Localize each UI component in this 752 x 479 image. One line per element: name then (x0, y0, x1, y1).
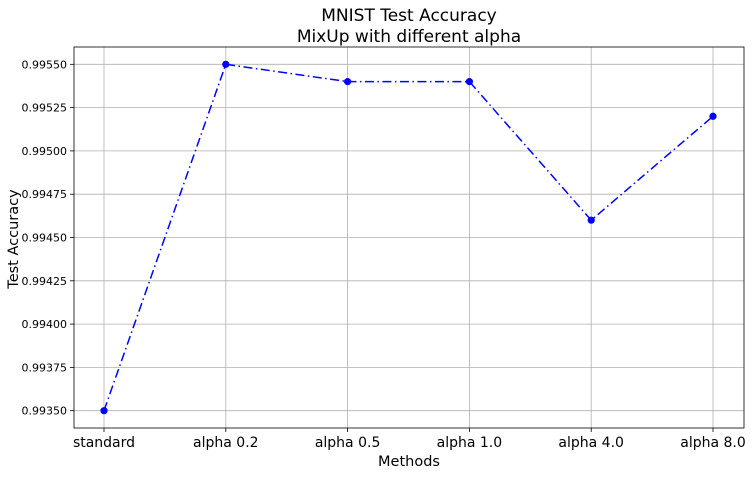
y-tick-label: 0.99375 (22, 361, 68, 374)
x-tick-label: standard (73, 435, 135, 451)
series-layer (100, 60, 717, 415)
y-tick-label: 0.99400 (22, 318, 68, 331)
series-line (103, 63, 714, 411)
y-tick-label: 0.99550 (22, 58, 68, 71)
data-point (100, 407, 108, 415)
y-tick-label: 0.99475 (22, 188, 68, 201)
x-tick-label: alpha 8.0 (680, 435, 746, 451)
y-tick-label: 0.99500 (22, 145, 68, 158)
y-ticks: 0.99350 0.99375 0.99400 0.99425 0.99450 0.994… (22, 58, 74, 418)
grid (74, 47, 744, 428)
x-tick-label: alpha 0.2 (193, 435, 259, 451)
y-axis-label: Test Accuracy (6, 189, 22, 290)
x-axis-label: Methods (378, 454, 440, 470)
data-point (344, 78, 352, 86)
x-ticks: standard alpha 0.2 alpha 0.5 alpha 1.0 alpha… (73, 428, 746, 451)
x-tick-label: alpha 4.0 (558, 435, 624, 451)
data-point (587, 216, 595, 224)
x-tick-label: alpha 0.5 (315, 435, 381, 451)
y-tick-label: 0.99525 (22, 102, 68, 115)
chart-subtitle: MixUp with different alpha (297, 27, 521, 47)
y-tick-label: 0.99350 (22, 405, 68, 418)
data-point (709, 112, 717, 120)
data-point (465, 78, 473, 86)
x-tick-label: alpha 1.0 (437, 435, 503, 451)
y-tick-label: 0.99425 (22, 275, 68, 288)
y-tick-label: 0.99450 (22, 232, 68, 245)
data-point (222, 60, 230, 68)
chart-title: MNIST Test Accuracy (321, 6, 496, 26)
